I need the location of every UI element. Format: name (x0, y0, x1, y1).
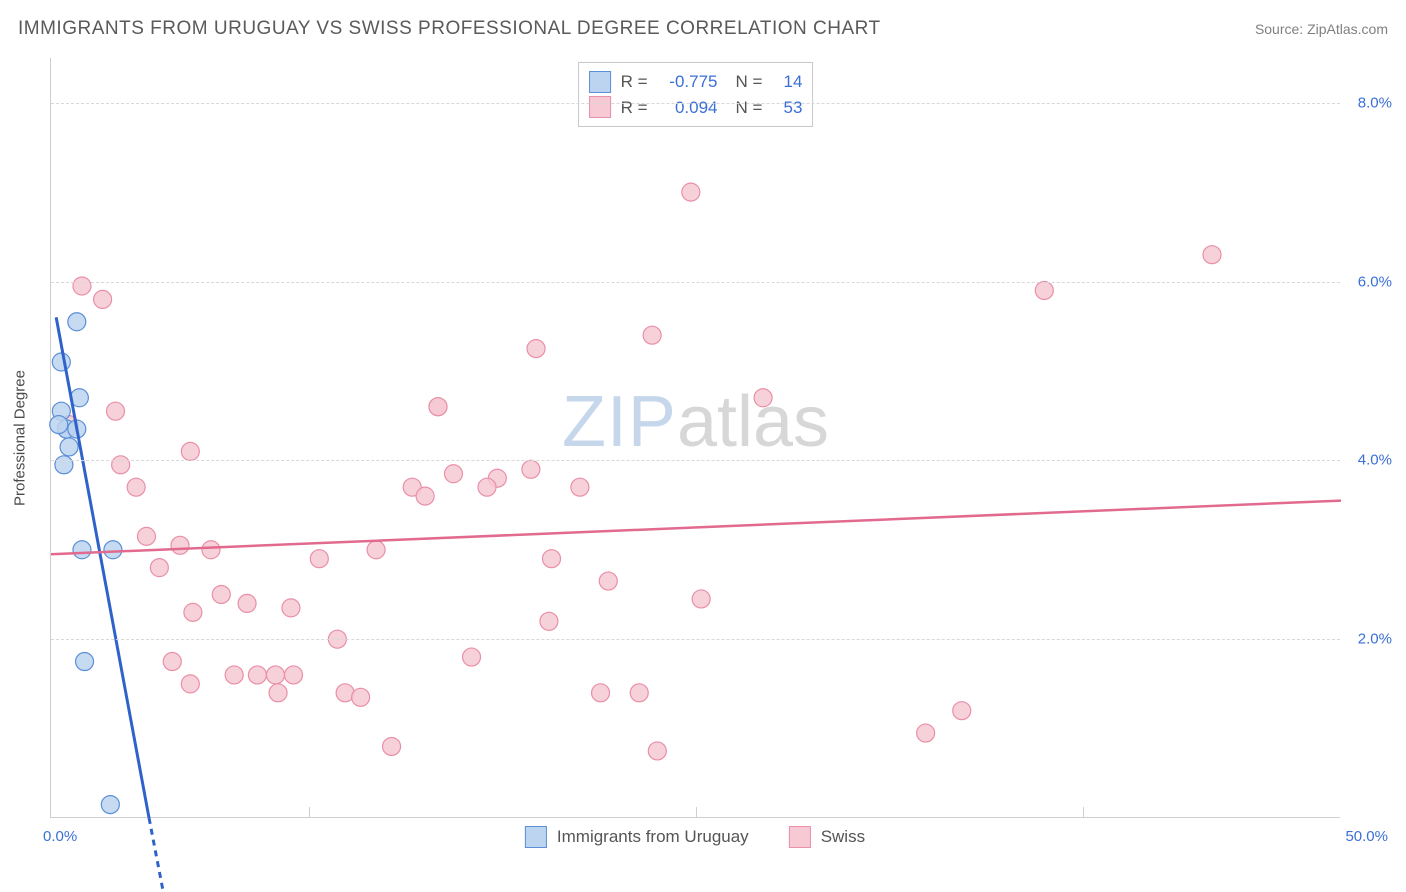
data-point (592, 684, 610, 702)
data-point (55, 456, 73, 474)
data-point (225, 666, 243, 684)
data-point (248, 666, 266, 684)
data-point (171, 536, 189, 554)
data-point (463, 648, 481, 666)
data-point (76, 653, 94, 671)
gridline (51, 103, 1340, 104)
data-point (94, 290, 112, 308)
data-point (101, 796, 119, 814)
data-point (630, 684, 648, 702)
stats-row-series-1: R = 0.094 N = 53 (589, 95, 803, 121)
legend-swatch-0 (525, 826, 547, 848)
stats-row-series-0: R = -0.775 N = 14 (589, 69, 803, 95)
data-point (285, 666, 303, 684)
y-tick-label: 8.0% (1358, 94, 1392, 111)
r-label-0: R = (621, 69, 648, 95)
data-point (754, 389, 772, 407)
data-point (238, 594, 256, 612)
gridline (51, 639, 1340, 640)
n-label-1: N = (736, 95, 763, 121)
legend-label-1: Swiss (821, 827, 865, 847)
data-point (269, 684, 287, 702)
data-point (266, 666, 284, 684)
data-point (137, 527, 155, 545)
data-point (643, 326, 661, 344)
data-point (648, 742, 666, 760)
legend-swatch-1 (789, 826, 811, 848)
data-point (953, 702, 971, 720)
gridline (51, 282, 1340, 283)
n-label-0: N = (736, 69, 763, 95)
legend-item-0: Immigrants from Uruguay (525, 826, 749, 848)
data-point (682, 183, 700, 201)
source-label: Source: (1255, 21, 1307, 37)
data-point (527, 340, 545, 358)
chart-title: IMMIGRANTS FROM URUGUAY VS SWISS PROFESS… (18, 18, 881, 40)
x-minor-tick (309, 807, 310, 817)
r-value-1: 0.094 (658, 95, 718, 121)
data-point (540, 612, 558, 630)
data-point (522, 460, 540, 478)
swatch-series-1 (589, 96, 611, 118)
data-point (1203, 246, 1221, 264)
data-point (212, 585, 230, 603)
data-point (416, 487, 434, 505)
data-point (68, 313, 86, 331)
y-tick-label: 4.0% (1358, 452, 1392, 469)
source-attribution: Source: ZipAtlas.com (1255, 21, 1388, 39)
r-value-0: -0.775 (658, 69, 718, 95)
legend-label-0: Immigrants from Uruguay (557, 827, 749, 847)
x-tick-max: 50.0% (1345, 828, 1388, 845)
data-point (50, 416, 68, 434)
swatch-series-0 (589, 71, 611, 93)
data-point (163, 653, 181, 671)
data-point (52, 353, 70, 371)
legend-item-1: Swiss (789, 826, 865, 848)
data-point (282, 599, 300, 617)
data-point (352, 688, 370, 706)
data-point (444, 465, 462, 483)
data-point (184, 603, 202, 621)
data-point (73, 277, 91, 295)
y-tick-label: 6.0% (1358, 273, 1392, 290)
data-point (310, 550, 328, 568)
plot-container: Professional Degree ZIPatlas R = -0.775 … (50, 58, 1340, 818)
data-point (692, 590, 710, 608)
data-point (107, 402, 125, 420)
data-point (104, 541, 122, 559)
data-point (543, 550, 561, 568)
r-label-1: R = (621, 95, 648, 121)
source-name: ZipAtlas.com (1307, 21, 1388, 37)
data-point (150, 559, 168, 577)
data-point (112, 456, 130, 474)
data-point (202, 541, 220, 559)
data-point (60, 438, 78, 456)
data-point (917, 724, 935, 742)
data-point (599, 572, 617, 590)
data-point (571, 478, 589, 496)
scatter-svg (51, 58, 1340, 817)
data-point (478, 478, 496, 496)
y-tick-label: 2.0% (1358, 631, 1392, 648)
data-point (127, 478, 145, 496)
n-value-0: 14 (772, 69, 802, 95)
data-point (1035, 281, 1053, 299)
series-legend: Immigrants from Uruguay Swiss (525, 826, 865, 848)
data-point (181, 442, 199, 460)
plot-area: ZIPatlas R = -0.775 N = 14 R = 0.094 N =… (50, 58, 1340, 818)
x-tick-min: 0.0% (43, 828, 77, 845)
y-axis-label: Professional Degree (12, 370, 29, 506)
data-point (73, 541, 91, 559)
gridline (51, 460, 1340, 461)
data-point (181, 675, 199, 693)
data-point (367, 541, 385, 559)
data-point (383, 737, 401, 755)
n-value-1: 53 (772, 95, 802, 121)
stats-legend: R = -0.775 N = 14 R = 0.094 N = 53 (578, 62, 814, 127)
x-minor-tick (696, 807, 697, 817)
data-point (429, 398, 447, 416)
x-minor-tick (1083, 807, 1084, 817)
